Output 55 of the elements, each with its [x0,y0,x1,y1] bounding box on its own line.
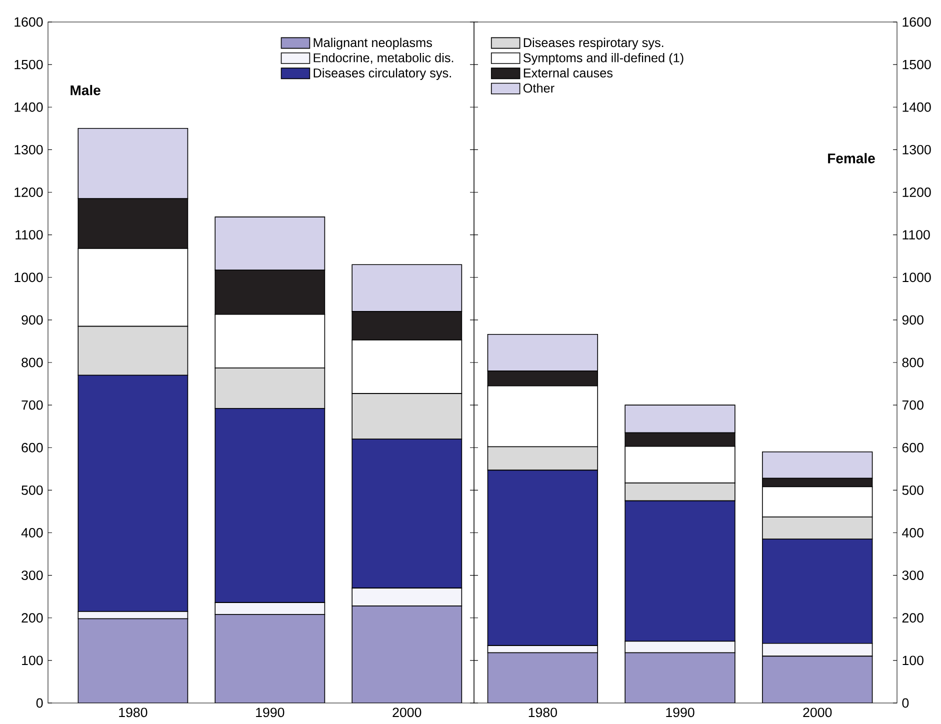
y-tick-label: 1200 [14,188,43,197]
bar [78,618,188,703]
y-tick-label: 600 [902,442,924,452]
y-tick-label: 1600 [902,17,931,27]
y-tick-label: 900 [902,315,924,325]
y-tick-label: 800 [22,358,43,368]
y-tick-label: 1000 [902,272,931,282]
y-tick-label: 700 [22,400,43,410]
y-tick-label: 1200 [902,188,931,197]
y-tick-label: 300 [902,570,924,580]
y-tick-label: 500 [902,485,924,495]
legend-label: Symptoms and ill-defined (1) [523,52,684,65]
bar [214,614,326,703]
y-tick-label: 1400 [14,102,43,112]
bar [352,606,462,703]
x-tick-label: 2000 [803,708,832,718]
y-tick-label: 100 [902,656,924,666]
y-tick-label: 1100 [902,230,930,240]
y-tick-label: 1000 [14,272,43,282]
x-tick-label: 1990 [256,708,284,718]
bar [488,652,598,703]
y-tick-label: 200 [22,613,43,623]
x-tick-label: 1990 [666,708,694,718]
y-tick-label: 100 [22,656,43,666]
y-tick-label: 1300 [902,144,931,154]
y-tick-label: 700 [902,400,924,410]
y-tick-label: 200 [902,613,924,623]
y-tick-label: 0 [36,698,43,708]
legend-label: Endocrine, metabolic dis. [314,52,454,64]
y-tick-label: 1100 [16,230,43,240]
y-tick-label: 0 [902,698,909,708]
y-tick-label: 800 [902,358,924,368]
legend-label: Other [523,83,554,93]
y-tick-label: 1300 [14,144,43,154]
x-tick-label: 1980 [528,708,557,718]
legend-label: Diseases respirotary sys. [524,38,664,50]
text: Male [70,84,100,96]
bar [762,656,873,703]
legend-label: External causes [524,68,613,78]
y-tick-label: 600 [22,442,43,452]
y-tick-label: 900 [22,315,43,325]
x-tick-label: 1980 [119,708,148,718]
y-tick-label: 500 [22,485,43,495]
y-tick-label: 1600 [14,17,43,27]
y-tick-label: 400 [21,528,43,538]
legend-label: Diseases circulatory sys. [314,68,451,80]
y-tick-label: 300 [22,570,43,580]
bar [625,652,735,703]
text: Female [828,153,875,164]
y-tick-label: 400 [902,528,924,538]
y-tick-label: 1500 [14,60,43,70]
x-tick-label: 2000 [392,708,422,718]
legend-label: Malignant neoplasms [314,38,432,50]
y-tick-label: 1500 [902,60,931,70]
y-tick-label: 1400 [902,102,931,112]
